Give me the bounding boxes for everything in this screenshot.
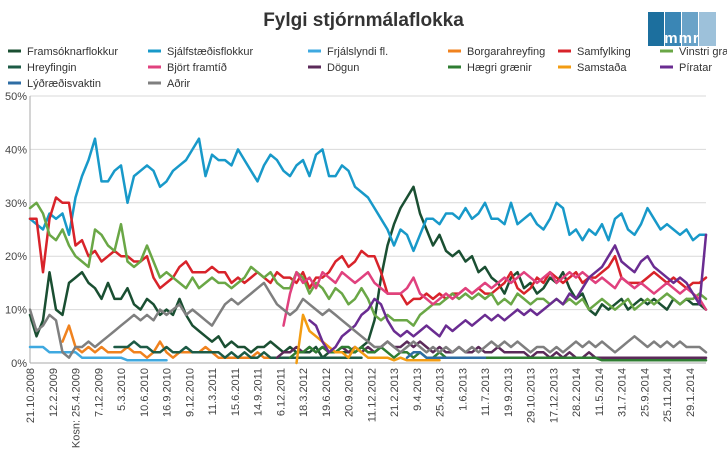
x-tick-label: 15.6.2011 [230,368,242,416]
y-tick-label: 10% [5,305,27,317]
legend-label: Frjálslyndi fl. [327,46,388,58]
x-tick-label: 11.7.2013 [480,368,492,416]
series-line [28,137,708,253]
y-tick-label: 50% [5,91,27,103]
x-tick-label: 28.2.2014 [571,368,583,417]
series-line [28,196,708,306]
series-line [28,201,708,327]
x-tick-label: 20.9.2012 [344,368,356,417]
legend-label: Sjálfstæðisflokkur [167,46,254,58]
x-tick-label: 7.12.2009 [93,368,105,417]
legend-label: Píratar [679,62,712,74]
y-tick-label: 30% [5,198,27,210]
x-tick-label: 10.6.2010 [139,368,151,417]
series-line [282,270,708,327]
x-tick-label: 14.9.2011 [253,368,265,416]
x-tick-label: 11.12.2012 [366,368,378,422]
legend-label: Framsóknarflokkur [27,46,118,58]
legend-item: Björt framtíð [148,62,227,74]
x-tick-label: 12.2.2009 [48,368,60,417]
legend-label: Björt framtíð [167,62,227,74]
logo-text: mmr [664,30,700,47]
y-tick-label: 20% [5,251,27,263]
legend-label: Samfylking [577,46,631,58]
legend-label: Dögun [327,62,359,74]
series-line [288,345,708,362]
x-tick-label: 25.11.2014 [662,368,674,422]
x-tick-label: 21.10.2008 [25,368,37,423]
legend-item: Framsóknarflokkur [8,46,118,58]
legend-item: Borgarahreyfing [448,46,545,58]
x-tick-label: 9.4.2013 [412,368,424,411]
series-line [308,233,708,354]
legend-item: Samstaða [558,62,627,74]
legend-item: Píratar [660,62,712,74]
x-tick-label: 29.10.2013 [526,368,538,423]
legend-label: Vinstri grænir [679,46,727,58]
x-tick-label: 11.5.2014 [594,368,606,416]
series-line [28,345,168,362]
legend-item: Hægri grænir [448,62,532,74]
x-tick-label: 17.12.2013 [548,368,560,423]
x-tick-label: 18.3.2012 [298,368,310,417]
x-tick-label: 11.3.2011 [207,368,219,415]
legend-label: Hreyfingin [27,62,77,74]
legend-item: Hreyfingin [8,62,77,74]
chart-title: Fylgi stjórnmálaflokka [263,10,464,31]
x-tick-label: 31.7.2014 [617,368,629,417]
series-line [295,313,441,365]
legend-label: Lýðræðisvaktin [27,78,101,90]
mmr-logo [648,12,716,46]
x-tick-label: 19.6.2012 [321,368,333,417]
y-tick-label: 40% [5,144,27,156]
legend-item: Vinstri grænir [660,46,727,58]
x-tick-label: 21.2.2013 [389,368,401,417]
x-tick-label: 5.3.2010 [116,368,128,411]
legend-item: Lýðræðisvaktin [8,78,101,90]
legend-item: Aðrir [148,78,191,90]
y-tick-label: 0% [11,358,27,370]
legend-item: Frjálslyndi fl. [308,46,388,58]
x-tick-label: 1.6.2013 [457,368,469,411]
legend-label: Borgarahreyfing [467,46,545,58]
series-line [275,340,708,359]
series-line [28,281,708,359]
x-tick-label: 25.9.2014 [639,368,651,417]
series-line [113,340,363,359]
x-tick-label: Kosn: 25.4.2009 [71,368,83,448]
x-tick-label: 19.9.2013 [503,368,515,417]
legend-label: Aðrir [167,78,191,90]
x-tick-label: 25.4.2013 [435,368,447,417]
x-tick-label: 29.1.2014 [685,368,697,417]
x-tick-label: 9.12.2010 [184,368,196,417]
legend-item: Sjálfstæðisflokkur [148,46,254,58]
legend-item: Samfylking [558,46,631,58]
legend-item: Dögun [308,62,359,74]
series-line [405,351,487,359]
x-tick-label: 16.9.2010 [162,368,174,417]
legend-label: Samstaða [577,62,627,74]
x-tick-label: 6.12.2011 [275,368,287,416]
legend-label: Hægri grænir [467,62,532,74]
